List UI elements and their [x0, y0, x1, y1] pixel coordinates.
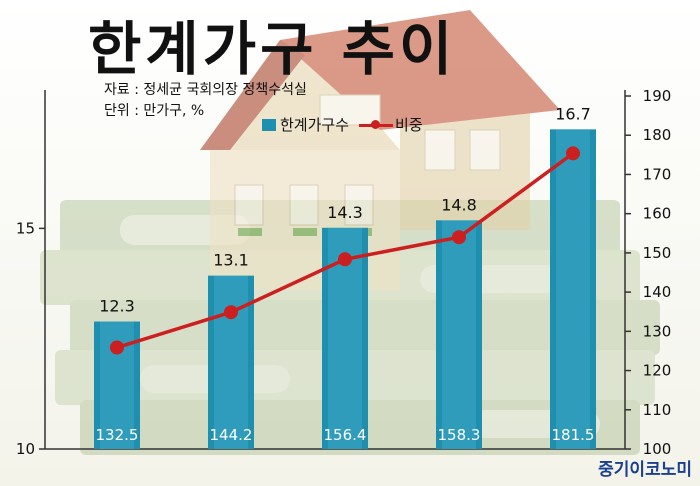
bar-highlight — [214, 275, 248, 449]
bar-value-label: 156.4 — [324, 426, 367, 444]
line-value-label: 14.8 — [441, 195, 477, 214]
y-right-tick-label: 120 — [643, 362, 672, 380]
legend-line-swatch — [359, 119, 394, 131]
legend: 한계가구수 비중 — [262, 114, 423, 135]
y-left-tick-label: 15 — [16, 219, 35, 237]
y-right-tick-label: 110 — [643, 401, 672, 419]
y-right-tick-label: 130 — [643, 322, 672, 340]
y-right-tick-label: 150 — [643, 244, 672, 262]
bar-value-label: 181.5 — [552, 426, 595, 444]
bar-value-label: 158.3 — [438, 426, 481, 444]
y-right-tick-label: 190 — [643, 87, 672, 105]
bar-value-label: 132.5 — [96, 426, 139, 444]
bar-highlight — [442, 220, 476, 449]
y-right-tick-label: 100 — [643, 440, 672, 458]
bar — [436, 220, 482, 449]
bar-value-label: 144.2 — [210, 426, 253, 444]
line-point — [452, 230, 466, 245]
source-note: 자료 : 정세균 국회의장 정책수석실 단위 : 만가구, % — [104, 80, 307, 122]
legend-bar-swatch — [262, 118, 276, 131]
source-line: 자료 : 정세균 국회의장 정책수석실 — [104, 82, 307, 98]
unit-line: 단위 : 만가구, % — [104, 103, 205, 119]
bar-highlight — [556, 129, 590, 450]
y-right-tick-label: 170 — [643, 165, 672, 183]
line-value-label: 13.1 — [213, 251, 249, 270]
line-value-label: 14.3 — [327, 203, 363, 222]
y-right-tick-label: 140 — [643, 283, 672, 301]
line-point — [566, 146, 580, 161]
y-right-tick-label: 180 — [643, 126, 672, 144]
line-point — [110, 340, 124, 355]
line-value-label: 12.3 — [99, 297, 135, 316]
legend-line-label: 비중 — [395, 116, 423, 134]
legend-bar-label: 한계가구수 — [280, 116, 350, 134]
line-value-label: 16.7 — [555, 104, 591, 123]
y-left-tick-label: 10 — [16, 440, 35, 458]
y-right-tick-label: 160 — [643, 205, 672, 223]
line-point — [338, 252, 352, 267]
brand-logo: 중기이코노미 — [598, 460, 692, 480]
line-point — [224, 305, 238, 320]
bar — [550, 129, 596, 450]
page-title: 한계가구 추이 — [88, 15, 457, 83]
